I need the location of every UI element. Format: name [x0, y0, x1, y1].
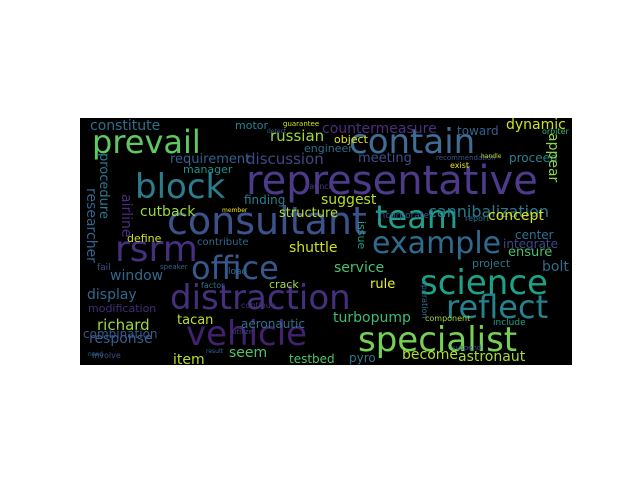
word-orbiter: orbiter [542, 127, 569, 136]
word-load: load [228, 267, 248, 277]
word-science: science [420, 263, 548, 303]
word-window: window [110, 268, 164, 284]
word-reflect: reflect [446, 288, 549, 326]
word-contain: contain [349, 122, 476, 162]
word-guarantee: guarantee [283, 120, 320, 128]
word-center: center [515, 228, 554, 242]
word-specialist: specialist [358, 320, 518, 360]
word-dynamic: dynamic [506, 118, 566, 133]
word-russian: russian [270, 127, 325, 145]
word-factor: factor [201, 281, 225, 290]
word-operation: operation [420, 280, 429, 319]
word-cutback: cutback [140, 204, 196, 220]
word-project: project [472, 257, 511, 270]
word-need: need [88, 351, 103, 358]
word-consultant: consultant [167, 199, 367, 243]
word-airline: airline [118, 194, 134, 238]
word-service: service [334, 260, 385, 276]
word-constitute: constitute [90, 118, 161, 134]
word-exist: exist [450, 161, 470, 170]
word-rule: rule [370, 277, 396, 292]
word-motor: motor [235, 119, 269, 132]
word-incorporate: incorporate [377, 211, 429, 221]
word-include: include [493, 318, 526, 328]
word-tacan: tacan [177, 313, 214, 328]
word-cannibalization: cannibalization [428, 202, 550, 221]
word-toward: toward [457, 124, 499, 138]
word-define: define [127, 232, 162, 245]
word-proceed: proceed [509, 151, 558, 165]
word-countermeasure: countermeasure [322, 121, 437, 137]
word-structure: structure [279, 206, 338, 221]
word-result: result [206, 348, 223, 355]
word-ensure: ensure [508, 245, 553, 260]
word-launch: launch [307, 182, 334, 191]
word-issue: issue [355, 221, 368, 250]
word-manager: manager [183, 163, 233, 176]
word-shuttle: shuttle [289, 240, 338, 256]
word-richard: richard [97, 316, 150, 334]
word-fail: fail [97, 263, 111, 273]
word-meeting: meeting [358, 151, 412, 166]
word-crack: crack [269, 278, 299, 291]
word-pyro: pyro [349, 351, 376, 365]
word-office: office [191, 249, 279, 287]
word-concept: concept [488, 208, 544, 224]
word-bolt: bolt [542, 259, 569, 275]
word-contribute: contribute [197, 237, 249, 248]
word-procedure: procedure [96, 153, 111, 219]
word-continue: continue [241, 301, 276, 310]
word-aeronautic: aeronautic [241, 317, 305, 331]
word-turbopump: turbopump [333, 310, 411, 326]
word-finding: finding [244, 193, 286, 207]
word-representative: representative [246, 158, 538, 204]
word-discussion: discussion [246, 150, 324, 168]
word-become: become [402, 347, 459, 363]
word-member: member [222, 207, 248, 214]
word-utilize: utilize [232, 328, 253, 336]
word-item: item [173, 352, 205, 365]
word-response: response [89, 331, 153, 347]
word-integrate: integrate [503, 237, 559, 251]
word-modification: modification [88, 302, 157, 315]
word-suggest: suggest [321, 192, 377, 208]
word-requirement: requirement [170, 152, 251, 167]
word-seem: seem [229, 345, 268, 361]
word-involve: involve [92, 351, 121, 360]
word-cloud: representative distraction vehicle consulta… [80, 118, 572, 365]
word-speaker: speaker [160, 263, 188, 271]
word-display: display [87, 287, 137, 303]
word-prevail: prevail [92, 123, 201, 161]
word-suspend: suspend [452, 344, 482, 352]
word-appear: appear [545, 133, 561, 183]
word-example: example [372, 226, 502, 261]
word-handle: handle [481, 153, 502, 160]
word-object: object [334, 133, 368, 146]
word-researcher: researcher [83, 188, 99, 263]
word-vehicle: vehicle [186, 314, 308, 354]
word-report: report [465, 214, 490, 223]
word-rsrm: rsrm [115, 229, 198, 270]
word-astronaut: astronaut [458, 349, 526, 365]
word-detect: detect [267, 128, 287, 135]
word-combination: combination [83, 327, 158, 341]
word-team: team [375, 198, 459, 236]
word-engineer: engineer [304, 142, 353, 155]
word-distraction: distraction [170, 278, 351, 318]
word-testbed: testbed [289, 352, 335, 365]
word-recommendation: recommendation [436, 154, 496, 162]
word-component: component [425, 314, 471, 323]
word-block: block [135, 167, 226, 207]
